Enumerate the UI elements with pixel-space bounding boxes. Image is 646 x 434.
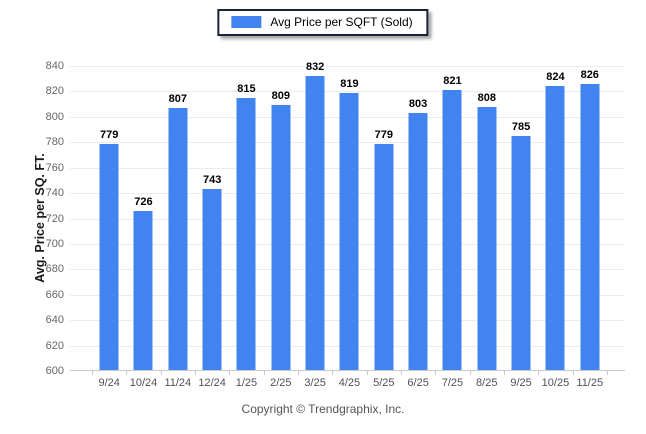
bar-slot: 743 12/24 [195,66,229,389]
bar-value-label: 726 [134,195,153,208]
bar-11/25[interactable] [580,83,600,371]
bar-4/25[interactable] [339,92,359,371]
bar-slot: 809 2/25 [264,66,298,389]
bar-slot: 807 11/24 [161,66,195,389]
x-axis-tick [92,371,93,375]
gridline [70,91,625,93]
bar-value-label: 815 [237,82,256,95]
bar-slot: 832 3/25 [298,61,332,389]
x-axis-line [70,370,625,371]
y-tick-label: 680 [45,263,64,276]
y-tick-label: 700 [45,237,64,250]
bar-slot: 785 9/25 [504,66,538,389]
bar-8/25[interactable] [477,106,497,371]
bar-2/25[interactable] [271,105,291,371]
copyright-text: Copyright © Trendgraphix, Inc. [241,402,405,416]
bar-12/24[interactable] [202,189,222,371]
bar-slot: 726 10/24 [126,66,160,389]
bar-5/25[interactable] [374,143,394,371]
legend-label: Avg Price per SQFT (Sold) [270,15,413,29]
x-tick-label: 5/25 [373,377,395,389]
bar-value-label: 832 [305,61,325,74]
x-tick-label: 10/25 [541,377,570,389]
x-axis-tick [332,371,334,375]
x-tick-label: 7/25 [441,377,464,389]
y-tick-label: 640 [45,314,64,327]
bar-slot: 803 6/25 [401,66,435,389]
bar-value-label: 826 [580,68,599,81]
bar-10/25[interactable] [545,86,565,371]
y-tick-label: 780 [45,136,64,149]
x-tick-label: 11/25 [576,377,604,389]
y-tick-label: 660 [45,288,64,301]
bar-7/25[interactable] [442,90,462,371]
bar-slot: 779 9/24 [92,66,126,389]
bar-slot: 824 10/25 [538,66,572,389]
bar-9/25[interactable] [511,135,531,371]
y-tick-label: 840 [45,60,64,72]
x-axis-tick [298,371,299,375]
x-axis-tick [538,371,540,375]
bar-slot: 815 1/25 [229,66,263,389]
bar-value-label: 785 [511,120,531,133]
bar-slot: 821 7/25 [435,66,469,389]
gridline [70,66,625,67]
x-axis-tick [366,371,368,375]
x-tick-label: 9/25 [510,377,532,389]
bar-11/24[interactable] [168,107,188,371]
x-axis-tick [435,371,437,375]
y-tick-label: 760 [45,161,64,174]
x-axis-tick [160,371,162,375]
x-tick-label: 10/24 [129,377,158,389]
bar-value-label: 821 [443,75,462,88]
x-tick-label: 3/25 [304,377,326,389]
y-tick-label: 600 [45,365,64,377]
bars-layer: 779 9/24 726 10/24 807 11/24 743 12/24 815 1/25 80… [92,61,607,389]
x-tick-label: 2/25 [270,377,292,389]
y-tick-label: 620 [45,339,64,352]
legend-swatch-icon [231,16,262,28]
bar-value-label: 779 [374,128,393,141]
bar-value-label: 807 [168,92,187,105]
x-axis-tick [195,371,196,375]
x-axis-tick [504,371,505,375]
x-tick-label: 1/25 [235,377,258,389]
bar-value-label: 809 [271,90,290,103]
bar-value-label: 819 [340,77,359,90]
y-tick-label: 820 [45,85,64,98]
bar-value-label: 743 [202,174,222,187]
x-tick-label: 8/25 [476,377,498,389]
x-axis-tick [607,371,608,375]
x-axis-tick [229,371,231,375]
bar-value-label: 808 [477,91,496,104]
x-tick-label: 6/25 [407,377,429,389]
bar-slot: 779 5/25 [367,66,401,389]
bar-value-label: 824 [546,71,565,84]
chart-legend[interactable]: Avg Price per SQFT (Sold) [217,9,429,36]
bar-10/24[interactable] [133,210,153,371]
x-tick-label: 4/25 [338,377,361,389]
bar-9/24[interactable] [99,143,119,371]
bar-slot: 819 4/25 [332,66,366,389]
bar-6/25[interactable] [408,113,428,371]
x-axis-tick [263,371,265,375]
bar-slot: 808 8/25 [470,66,504,389]
x-tick-label: 12/24 [198,377,226,389]
y-tick-label: 720 [45,212,64,225]
bar-value-label: 803 [408,98,428,111]
x-axis-tick [126,371,128,375]
x-axis-tick [401,371,402,375]
y-tick-label: 740 [45,187,64,200]
x-tick-label: 11/24 [164,377,192,389]
bar-1/25[interactable] [236,97,256,371]
plot-area: 600 620 640 660 680 700 720 740 760 780 800 820 840 … [46,60,625,389]
y-tick-label: 800 [45,110,64,123]
x-axis-tick [469,371,471,375]
bar-3/25[interactable] [305,76,325,371]
x-axis-tick [572,371,574,375]
bar-value-label: 779 [99,128,119,141]
x-tick-label: 9/24 [98,377,120,389]
bar-slot: 826 11/25 [573,66,607,389]
